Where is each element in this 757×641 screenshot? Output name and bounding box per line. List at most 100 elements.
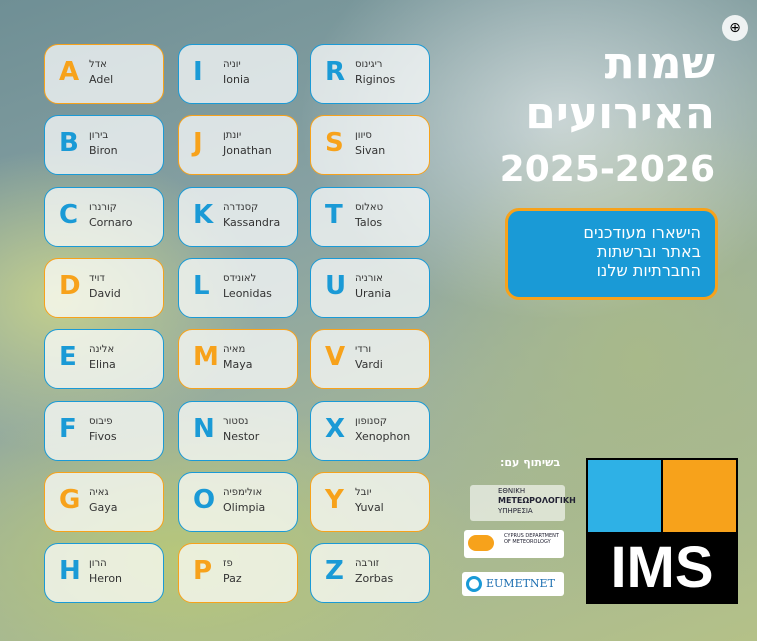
hebrew-name: סיוון bbox=[355, 130, 372, 142]
title: שמות bbox=[604, 38, 715, 89]
name-card: C קורנרו Cornaro bbox=[44, 186, 164, 247]
english-name: Cornaro bbox=[89, 215, 133, 229]
cyprus-logo: CYPRUS DEPARTMENT OF METEOROLOGY bbox=[464, 530, 564, 558]
letter: Y bbox=[325, 484, 344, 515]
english-name: Ionia bbox=[223, 73, 250, 86]
letter: Z bbox=[325, 556, 344, 587]
english-name: Adel bbox=[89, 73, 114, 86]
title: האירועים bbox=[525, 88, 715, 139]
name-card: T טאלוס Talos bbox=[310, 186, 430, 247]
letter: S bbox=[325, 128, 344, 159]
english-name: Urania bbox=[355, 286, 392, 300]
english-name: Biron bbox=[89, 144, 118, 158]
letter: A bbox=[59, 57, 80, 87]
letter: D bbox=[59, 270, 81, 301]
english-name: Elina bbox=[89, 358, 116, 372]
letter: I bbox=[193, 57, 203, 87]
cta-line: הישארו מעודכנים bbox=[583, 223, 701, 242]
name-card: R ריגינוס Riginos bbox=[310, 44, 430, 104]
hebrew-name: מאיה bbox=[223, 344, 246, 356]
name-card: A אדל Adel bbox=[44, 44, 164, 104]
hebrew-name: טאלוס bbox=[355, 201, 384, 213]
cta-line: באתר וברשתות bbox=[597, 242, 701, 261]
english-name: Gaya bbox=[89, 500, 118, 514]
english-name: Riginos bbox=[355, 73, 396, 86]
hebrew-name: אורניה bbox=[355, 272, 383, 284]
hebrew-name: אלינה bbox=[89, 344, 115, 356]
zoom-button[interactable]: ⊕ bbox=[722, 15, 748, 41]
name-card: S סיוון Sivan bbox=[310, 115, 430, 176]
cta-box: הישארו מעודכנים באתר וברשתות החברתיות של… bbox=[505, 208, 718, 300]
name-card: U אורניה Urania bbox=[310, 257, 430, 318]
letter: L bbox=[193, 270, 210, 301]
t: OF bbox=[504, 539, 511, 545]
name-card: Z זורבה Zorbas bbox=[310, 543, 430, 604]
letter: K bbox=[193, 199, 214, 230]
hebrew-name: הרון bbox=[89, 558, 107, 570]
name-card: O אולימפיה Olimpia bbox=[178, 471, 298, 532]
name-card: K קסנדרה Kassandra bbox=[178, 186, 298, 247]
english-name: Fivos bbox=[89, 429, 117, 443]
hebrew-name: יונתן bbox=[223, 130, 242, 142]
hebrew-name: גאיה bbox=[89, 486, 109, 498]
hebrew-name: ורדי bbox=[355, 344, 372, 356]
letter: F bbox=[59, 413, 77, 444]
name-card: E אלינה Elina bbox=[44, 329, 164, 390]
partners-label: בשיתוף עם: bbox=[500, 456, 561, 469]
eumetnet-logo: EUMETNET bbox=[462, 572, 564, 596]
hebrew-name: בירון bbox=[89, 130, 109, 142]
t: METEOROLOGY bbox=[512, 539, 551, 545]
logo-text: CYPRUS DEPARTMENT OF METEOROLOGY bbox=[504, 533, 560, 545]
letter: C bbox=[59, 199, 79, 230]
name-card: G גאיה Gaya bbox=[44, 471, 164, 532]
english-name: Kassandra bbox=[223, 215, 281, 229]
name-card: D דויד David bbox=[44, 257, 164, 318]
season: 2025-2026 bbox=[499, 149, 715, 190]
letter: R bbox=[325, 57, 346, 87]
cta-line: החברתיות שלנו bbox=[596, 261, 701, 280]
logo-cloud bbox=[588, 460, 661, 532]
hebrew-name: פז bbox=[223, 558, 233, 570]
english-name: Maya bbox=[223, 358, 253, 372]
english-name: Paz bbox=[223, 572, 242, 586]
sun-icon bbox=[468, 535, 494, 551]
letter: H bbox=[59, 556, 81, 587]
english-name: Yuval bbox=[355, 500, 384, 514]
logo-text: ΕΘΝΙΚΗ bbox=[498, 487, 526, 495]
logo-sun bbox=[663, 460, 736, 532]
logo-text: ΜΕΤΕΩΡΟΛΟΓΙΚΗ bbox=[498, 496, 576, 505]
hebrew-name: יוניה bbox=[223, 59, 241, 70]
letter: V bbox=[325, 342, 346, 373]
english-name: Vardi bbox=[355, 358, 383, 372]
name-card: M מאיה Maya bbox=[178, 329, 298, 390]
letter: N bbox=[193, 413, 215, 444]
logo-text: EUMETNET bbox=[486, 577, 555, 590]
letter: J bbox=[193, 128, 203, 159]
hnms-logo: ΕΘΝΙΚΗ ΜΕΤΕΩΡΟΛΟΓΙΚΗ ΥΠΗΡΕΣΙΑ bbox=[470, 485, 576, 521]
letter: U bbox=[325, 270, 347, 301]
letter: B bbox=[59, 128, 79, 159]
name-card: Y יובל Yuval bbox=[310, 471, 430, 532]
hebrew-name: אדל bbox=[89, 59, 107, 70]
name-card: H הרון Heron bbox=[44, 543, 164, 604]
hebrew-name: קורנרו bbox=[89, 201, 117, 213]
english-name: Talos bbox=[355, 215, 383, 229]
letter: T bbox=[325, 199, 343, 230]
name-card: P פז Paz bbox=[178, 543, 298, 604]
hebrew-name: יובל bbox=[355, 486, 372, 498]
english-name: Xenophon bbox=[355, 429, 411, 443]
name-card: L לאונידס Leonidas bbox=[178, 257, 298, 318]
hebrew-name: ריגינוס bbox=[355, 59, 383, 70]
logo-ring bbox=[466, 576, 482, 592]
logo-text: ΥΠΗΡΕΣΙΑ bbox=[498, 507, 533, 515]
name-card: I יוניה Ionia bbox=[178, 44, 298, 104]
english-name: Jonathan bbox=[223, 144, 272, 158]
letter: P bbox=[193, 556, 213, 587]
hebrew-name: זורבה bbox=[355, 558, 380, 570]
name-card: N נסטור Nestor bbox=[178, 400, 298, 461]
hebrew-name: לאונידס bbox=[223, 272, 257, 284]
english-name: David bbox=[89, 286, 121, 300]
name-card: B בירון Biron bbox=[44, 115, 164, 176]
letter: O bbox=[193, 484, 216, 515]
